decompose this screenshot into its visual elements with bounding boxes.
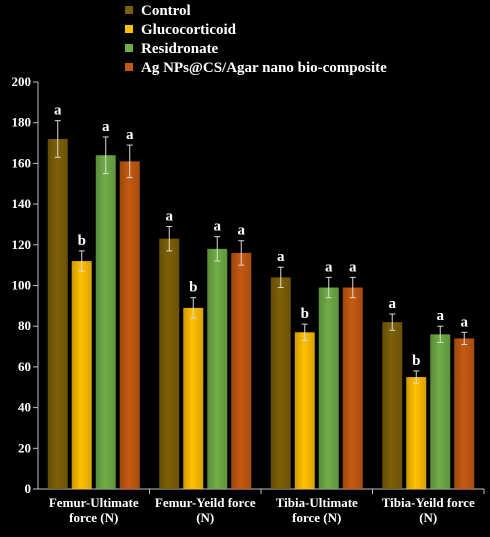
bar-glucocorticoid <box>294 332 315 489</box>
bar-control <box>270 277 291 489</box>
significance-label: a <box>325 259 333 275</box>
error-bar <box>102 136 109 175</box>
y-tick-label: 40 <box>18 400 31 415</box>
bar-glucocorticoid <box>406 377 427 489</box>
bar-control <box>159 238 180 489</box>
significance-label: b <box>78 233 86 249</box>
y-tick-label: 120 <box>12 237 32 252</box>
significance-label: a <box>54 103 62 119</box>
legend-label-residronate: Residronate <box>141 41 219 57</box>
legend-swatch-control <box>125 6 133 14</box>
bar-ag-nps-cs-agar-nano-bio-composite <box>454 338 475 489</box>
error-bar <box>166 225 173 252</box>
legend-swatch-glucocorticoid <box>125 25 133 33</box>
y-tick-label: 200 <box>12 74 32 89</box>
legend: Control Glucocorticoid Residronate Ag NPs@C… <box>125 3 387 76</box>
y-tick-label: 60 <box>18 359 31 374</box>
legend-label-control: Control <box>141 3 191 19</box>
y-tick-label: 160 <box>12 155 32 170</box>
error-bar <box>349 276 356 299</box>
significance-label: a <box>214 219 222 235</box>
error-bar <box>126 144 133 179</box>
bar-control <box>47 138 68 490</box>
error-bar <box>54 120 61 158</box>
axes: 0 20 40 60 80 100 120 140 160 180 200 Femur-Ultimat… <box>12 74 485 525</box>
significance-label: a <box>277 249 285 265</box>
significance-label: a <box>102 119 110 135</box>
significance-label: a <box>126 127 134 143</box>
x-category-label: Femur-Ultimate force (N) <box>49 495 139 525</box>
bar-residronate <box>318 287 339 489</box>
y-tick-label: 100 <box>12 278 32 293</box>
error-bar <box>389 313 396 331</box>
bar-ag-nps-cs-agar-nano-bio-composite <box>342 287 363 489</box>
error-bar <box>78 250 85 272</box>
bar-residronate <box>430 334 451 489</box>
error-bar <box>301 323 308 341</box>
y-tick-label: 180 <box>12 115 32 130</box>
bar-ag-nps-cs-agar-nano-bio-composite <box>119 161 140 490</box>
significance-label: b <box>412 353 420 369</box>
significance-label: b <box>189 280 197 296</box>
bar-glucocorticoid <box>71 261 92 489</box>
x-category-label: Tibia-Ultimate force (N) <box>276 495 358 525</box>
legend-label-glucocorticoid: Glucocorticoid <box>141 22 237 38</box>
error-bar <box>325 276 332 299</box>
x-category-label: Tibia-Yeild force (N) <box>382 495 475 525</box>
error-bar <box>413 370 420 384</box>
significance-label: a <box>238 223 246 239</box>
legend-swatch-residronate <box>125 44 133 52</box>
legend-label-ag-nps-cs-agar-nano-bio-composite: Ag NPs@CS/Agar nano bio-composite <box>141 60 387 76</box>
significance-label: a <box>437 308 445 324</box>
significance-label: a <box>349 259 357 275</box>
legend-swatch-ag-nps-cs-agar-nano-bio-composite <box>125 63 133 71</box>
error-bar <box>190 297 197 319</box>
error-bar <box>214 236 221 262</box>
significance-label: a <box>461 314 469 330</box>
significance-label: b <box>301 306 309 322</box>
significance-label: a <box>166 208 174 224</box>
bar-glucocorticoid <box>183 307 204 489</box>
x-category-label: Femur-Yeild force (N) <box>155 495 256 525</box>
significance-label: a <box>389 296 397 312</box>
bar-residronate <box>207 248 228 489</box>
bar-control <box>382 322 403 489</box>
error-bar <box>238 240 245 266</box>
error-bar <box>277 266 284 289</box>
error-bar <box>437 325 444 343</box>
bar-residronate <box>95 155 116 489</box>
error-bar <box>461 331 468 346</box>
y-tick-label: 140 <box>12 196 32 211</box>
y-tick-label: 80 <box>18 318 31 333</box>
y-tick-label: 0 <box>25 481 32 496</box>
y-tick-label: 20 <box>18 440 31 455</box>
bar-ag-nps-cs-agar-nano-bio-composite <box>231 252 252 489</box>
